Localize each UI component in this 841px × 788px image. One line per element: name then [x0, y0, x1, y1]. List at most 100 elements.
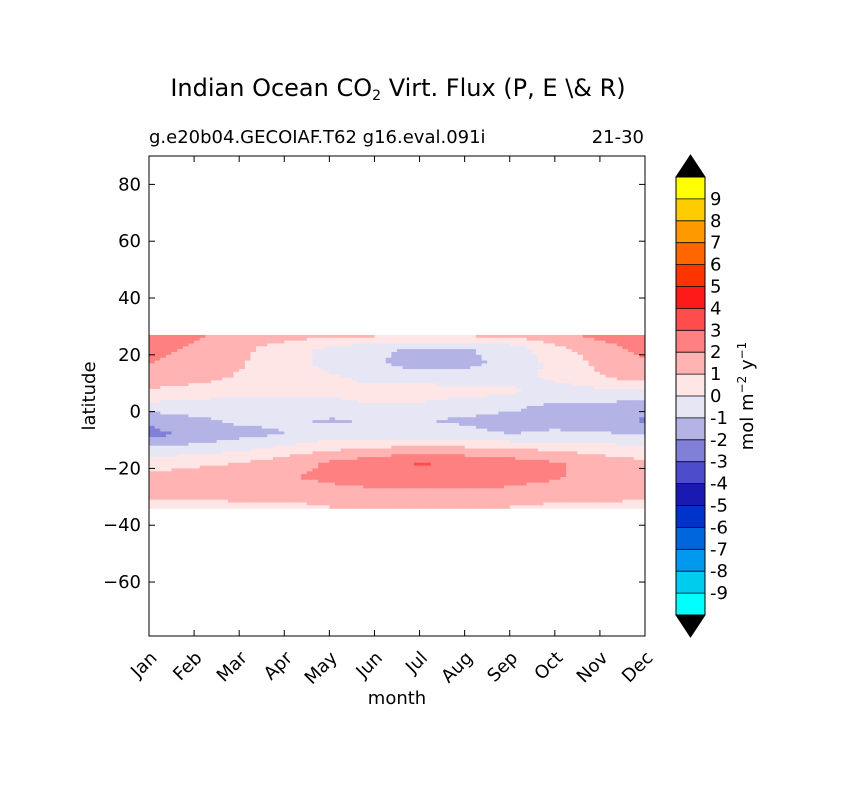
heatmap-cell — [509, 459, 516, 464]
heatmap-cell — [442, 437, 449, 441]
heatmap-cell — [492, 383, 500, 387]
heatmap-cell — [453, 462, 460, 467]
heatmap-cell — [594, 371, 601, 376]
heatmap-cell — [335, 479, 342, 484]
heatmap-cell — [560, 343, 567, 347]
heatmap-cell — [442, 488, 449, 492]
heatmap-cell — [346, 360, 353, 364]
heatmap-cell — [335, 445, 342, 450]
heatmap-cell — [526, 354, 533, 359]
heatmap-cell — [149, 351, 156, 356]
heatmap-cell — [639, 474, 645, 478]
heatmap-cell — [391, 349, 398, 353]
heatmap-cell — [340, 405, 347, 410]
heatmap-cell — [380, 343, 387, 347]
heatmap-cell — [481, 374, 488, 379]
heatmap-cell — [205, 493, 212, 498]
heatmap-cell — [385, 491, 392, 495]
heatmap-cell — [374, 465, 381, 470]
heatmap-cell — [430, 346, 438, 350]
heatmap-cell — [639, 425, 645, 430]
heatmap-cell — [397, 488, 404, 492]
heatmap-cell — [611, 400, 618, 404]
heatmap-cell — [594, 340, 601, 345]
heatmap-cell — [639, 351, 645, 356]
heatmap-cell — [233, 337, 240, 342]
heatmap-cell — [194, 337, 201, 342]
heatmap-cell — [222, 488, 229, 492]
heatmap-cell — [515, 343, 522, 347]
heatmap-cell — [346, 411, 353, 416]
heatmap-cell — [430, 377, 438, 381]
heatmap-cell — [205, 386, 212, 390]
heatmap-cell — [408, 493, 415, 498]
heatmap-cell — [357, 405, 364, 410]
heatmap-cell — [521, 431, 528, 435]
heatmap-cell — [171, 457, 178, 461]
heatmap-cell — [408, 442, 415, 447]
heatmap-cell — [594, 445, 601, 450]
heatmap-cell — [571, 414, 578, 418]
heatmap-cell — [329, 448, 336, 452]
heatmap-cell — [481, 403, 488, 407]
heatmap-cell — [267, 428, 274, 433]
heatmap-cell — [616, 457, 624, 461]
heatmap-cell — [459, 343, 466, 347]
heatmap-cell — [504, 482, 511, 487]
heatmap-cell — [340, 400, 347, 404]
heatmap-cell — [295, 411, 302, 416]
heatmap-cell — [284, 417, 291, 421]
heatmap-cell — [380, 380, 387, 384]
heatmap-cell — [447, 425, 454, 430]
heatmap-cell — [312, 394, 319, 399]
heatmap-cell — [560, 354, 567, 359]
heatmap-cell — [244, 386, 252, 390]
heatmap-cell — [227, 457, 235, 461]
heatmap-cell — [278, 465, 285, 470]
heatmap-cell — [622, 422, 629, 427]
heatmap-cell — [284, 442, 291, 447]
heatmap-cell — [357, 357, 364, 362]
heatmap-cell — [289, 459, 297, 464]
heatmap-cell — [408, 340, 415, 345]
heatmap-cell — [165, 388, 173, 393]
heatmap-cell — [459, 414, 466, 418]
heatmap-cell — [149, 380, 156, 384]
heatmap-cell — [639, 357, 645, 362]
heatmap-cell — [346, 465, 353, 470]
heatmap-cell — [227, 349, 235, 353]
heatmap-cell — [532, 420, 539, 424]
heatmap-cell — [594, 491, 601, 495]
heatmap-cell — [577, 428, 584, 433]
heatmap-cell — [284, 471, 291, 475]
heatmap-cell — [335, 363, 342, 367]
heatmap-cell — [413, 454, 421, 458]
heatmap-cell — [329, 363, 336, 367]
heatmap-cell — [605, 491, 612, 495]
heatmap-cell — [588, 479, 595, 484]
heatmap-cell — [633, 422, 640, 427]
heatmap-cell — [335, 420, 342, 424]
heatmap-cell — [475, 374, 483, 379]
heatmap-cell — [346, 337, 353, 342]
heatmap-cell — [165, 422, 173, 427]
heatmap-cell — [566, 357, 573, 362]
heatmap-cell — [374, 363, 381, 367]
heatmap-cell — [588, 434, 595, 438]
heatmap-cell — [329, 476, 336, 481]
heatmap-cell — [492, 462, 500, 467]
heatmap-cell — [571, 340, 578, 345]
heatmap-cell — [188, 357, 195, 362]
heatmap-cell — [554, 408, 562, 413]
heatmap-cell — [385, 431, 392, 435]
heatmap-cell — [442, 442, 449, 447]
heatmap-cell — [605, 482, 612, 487]
heatmap-cell — [413, 411, 421, 416]
heatmap-cell — [566, 479, 573, 484]
heatmap-cell — [154, 422, 161, 427]
heatmap-cell — [340, 369, 347, 373]
heatmap-cell — [481, 363, 488, 367]
heatmap-cell — [532, 465, 539, 470]
heatmap-cell — [447, 346, 454, 350]
